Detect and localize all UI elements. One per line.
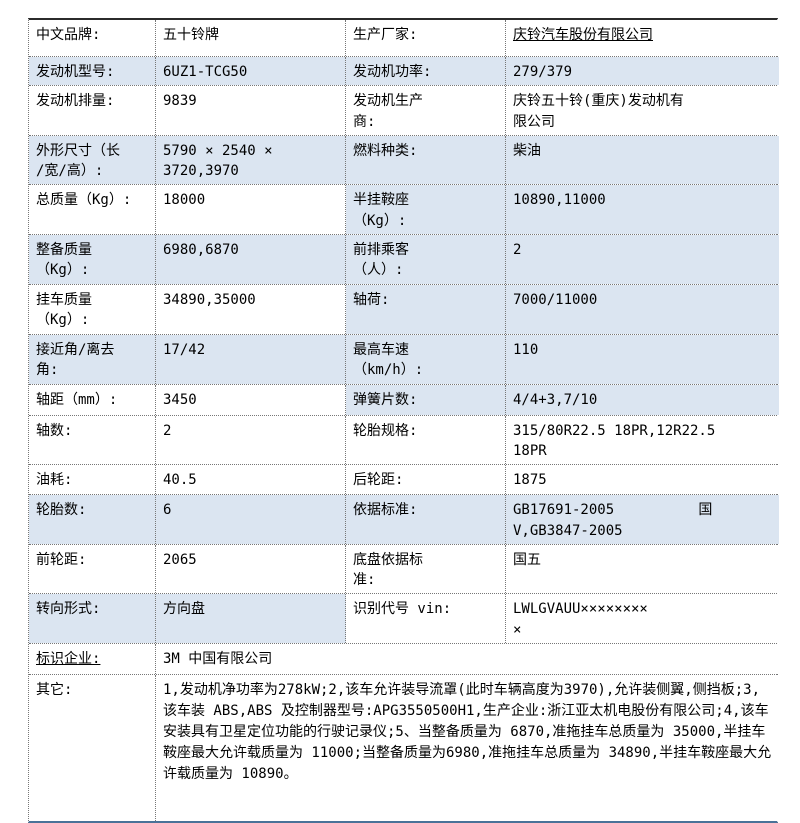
spec-label-gross-mass: 总质量（Kg）: — [29, 185, 156, 235]
table-row: 轴距（mm）: 3450 弹簧片数: 4/4+3,7/10 — [29, 384, 779, 416]
vehicle-spec-table: 中文品牌: 五十铃牌 生产厂家: 庆铃汽车股份有限公司 发动机型号: 6UZ1-… — [28, 18, 779, 823]
spec-value-tire-spec: 315/80R22.5 18PR,12R22.5 18PR — [506, 415, 779, 465]
spec-label-marking-company: 标识企业: — [29, 644, 156, 675]
spec-value-curb-mass: 6980,6870 — [156, 235, 346, 285]
spec-value-front-track: 2065 — [156, 544, 346, 594]
spec-label-tire-count: 轮胎数: — [29, 495, 156, 544]
spec-value-trailer-mass: 34890,35000 — [156, 285, 346, 334]
spec-value-engine-maker: 庆铃五十铃(重庆)发动机有 限公司 — [506, 86, 779, 135]
spec-label-max-speed: 最高车速 （km/h）: — [346, 334, 506, 384]
table-row: 转向形式: 方向盘 识别代号 vin: LWLGVAUU×××××××× × — [29, 594, 779, 645]
table-row: 外形尺寸（长 /宽/高）: 5790 × 2540 × 3720,3970 燃料… — [29, 135, 779, 186]
spec-label-fifth-wheel: 半挂鞍座 （Kg）: — [346, 185, 506, 235]
spec-value-axle-load: 7000/11000 — [506, 285, 779, 334]
table-row: 其它: 1,发动机净功率为278kW;2,该车允许装导流罩(此时车辆高度为397… — [29, 675, 779, 822]
spec-value-rear-track: 1875 — [506, 465, 779, 495]
spec-value-front-passengers: 2 — [506, 235, 779, 285]
table-row: 轮胎数: 6 依据标准: GB17691-2005 国 V,GB3847-200… — [29, 495, 779, 545]
spec-label-tire-spec: 轮胎规格: — [346, 415, 506, 465]
spec-value-steering-type: 方向盘 — [156, 594, 346, 644]
spec-value-standard: GB17691-2005 国 V,GB3847-2005 — [506, 495, 779, 544]
spec-label-standard: 依据标准: — [346, 495, 506, 544]
spec-value-gross-mass: 18000 — [156, 185, 346, 235]
spec-value-brand: 五十铃牌 — [156, 20, 346, 56]
spec-value-fifth-wheel: 10890,11000 — [506, 185, 779, 235]
spec-value-engine-model: 6UZ1-TCG50 — [156, 57, 346, 86]
spec-label-fuel-type: 燃料种类: — [346, 135, 506, 185]
spec-value-wheelbase: 3450 — [156, 384, 346, 415]
spec-label-axle-load: 轴荷: — [346, 285, 506, 334]
spec-label-engine-maker: 发动机生产 商: — [346, 86, 506, 135]
spec-value-displacement: 9839 — [156, 86, 346, 135]
spec-label-dimensions: 外形尺寸（长 /宽/高）: — [29, 135, 156, 185]
spec-value-engine-power: 279/379 — [506, 57, 779, 86]
spec-value-other: 1,发动机净功率为278kW;2,该车允许装导流罩(此时车辆高度为3970),允… — [156, 675, 779, 822]
table-row: 中文品牌: 五十铃牌 生产厂家: 庆铃汽车股份有限公司 — [29, 20, 779, 57]
spec-value-tire-count: 6 — [156, 495, 346, 544]
spec-value-vin: LWLGVAUU×××××××× × — [506, 594, 779, 644]
table-row: 轴数: 2 轮胎规格: 315/80R22.5 18PR,12R22.5 18P… — [29, 415, 779, 466]
spec-label-spring-leaves: 弹簧片数: — [346, 384, 506, 415]
spec-label-curb-mass: 整备质量 （Kg）: — [29, 235, 156, 285]
spec-value-fuel-consumption: 40.5 — [156, 465, 346, 495]
spec-label-engine-power: 发动机功率: — [346, 57, 506, 86]
spec-label-vin: 识别代号 vin: — [346, 594, 506, 644]
spec-value-fuel-type: 柴油 — [506, 135, 779, 185]
spec-value-marking-company: 3M 中国有限公司 — [156, 644, 779, 675]
spec-label-manufacturer: 生产厂家: — [346, 20, 506, 56]
spec-label-axle-count: 轴数: — [29, 415, 156, 465]
spec-label-engine-model: 发动机型号: — [29, 57, 156, 86]
spec-value-spring-leaves: 4/4+3,7/10 — [506, 384, 779, 415]
spec-value-max-speed: 110 — [506, 334, 779, 384]
table-row: 总质量（Kg）: 18000 半挂鞍座 （Kg）: 10890,11000 — [29, 185, 779, 236]
spec-label-wheelbase: 轴距（mm）: — [29, 384, 156, 415]
table-row: 整备质量 （Kg）: 6980,6870 前排乘客 （人）: 2 — [29, 235, 779, 286]
spec-value-axle-count: 2 — [156, 415, 346, 465]
table-row: 油耗: 40.5 后轮距: 1875 — [29, 465, 779, 496]
spec-value-approach-departure-angle: 17/42 — [156, 334, 346, 384]
spec-label-trailer-mass: 挂车质量 （Kg）: — [29, 285, 156, 334]
spec-label-front-track: 前轮距: — [29, 544, 156, 594]
spec-value-chassis-standard: 国五 — [506, 544, 779, 594]
spec-label-chassis-standard: 底盘依据标 准: — [346, 544, 506, 594]
spec-label-fuel-consumption: 油耗: — [29, 465, 156, 495]
spec-label-rear-track: 后轮距: — [346, 465, 506, 495]
spec-label-other: 其它: — [29, 675, 156, 822]
spec-label-displacement: 发动机排量: — [29, 86, 156, 135]
spec-value-dimensions: 5790 × 2540 × 3720,3970 — [156, 135, 346, 185]
table-row: 接近角/离去 角: 17/42 最高车速 （km/h）: 110 — [29, 334, 779, 385]
table-row: 标识企业: 3M 中国有限公司 — [29, 644, 779, 676]
table-row: 发动机排量: 9839 发动机生产 商: 庆铃五十铃(重庆)发动机有 限公司 — [29, 86, 779, 136]
table-row: 发动机型号: 6UZ1-TCG50 发动机功率: 279/379 — [29, 57, 779, 87]
spec-label-brand: 中文品牌: — [29, 20, 156, 56]
spec-label-approach-departure-angle: 接近角/离去 角: — [29, 334, 156, 384]
table-row: 前轮距: 2065 底盘依据标 准: 国五 — [29, 544, 779, 595]
spec-label-steering-type: 转向形式: — [29, 594, 156, 644]
table-row: 挂车质量 （Kg）: 34890,35000 轴荷: 7000/11000 — [29, 285, 779, 335]
manufacturer-link[interactable]: 庆铃汽车股份有限公司 — [506, 20, 779, 56]
spec-label-front-passengers: 前排乘客 （人）: — [346, 235, 506, 285]
